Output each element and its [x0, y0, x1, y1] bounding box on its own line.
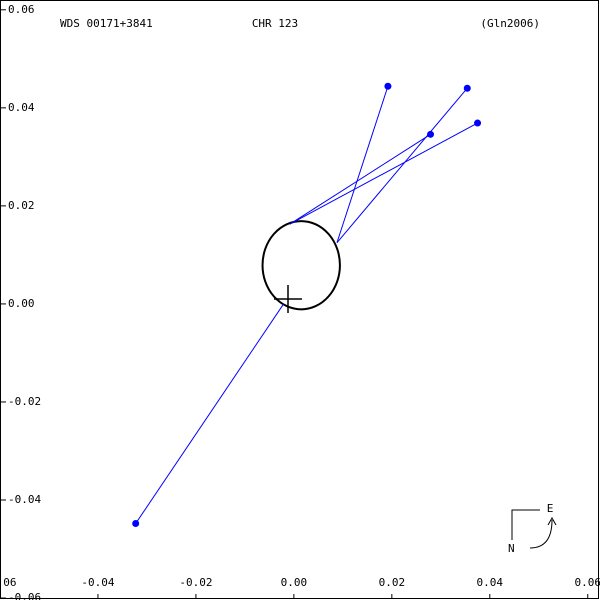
residual-line: [336, 87, 468, 243]
observation-point: [463, 84, 471, 92]
header-right: (Gln2006): [480, 17, 540, 30]
y-tick-label: -0.06: [8, 591, 41, 600]
orbit: [261, 220, 341, 311]
compass-east: E: [547, 502, 554, 515]
compass-arrowhead: [547, 516, 557, 526]
observation-point: [384, 82, 392, 90]
x-tick-label: -0.02: [179, 576, 212, 589]
y-tick-label: -0.02: [8, 395, 41, 408]
y-tick-label: 0.00: [8, 297, 35, 310]
x-tick-label: 0.02: [379, 576, 406, 589]
header-left: WDS 00171+3841: [60, 17, 153, 30]
x-tick-label: -0.04: [81, 576, 114, 589]
y-tick-label: 0.04: [8, 101, 35, 114]
residual-line: [135, 303, 285, 524]
x-tick-label: 0.06: [575, 576, 600, 589]
header-center: CHR 123: [252, 17, 298, 30]
x-tick-label: 0.00: [281, 576, 308, 589]
compass: [511, 509, 557, 549]
observation-point: [474, 119, 482, 127]
residual-line: [336, 86, 389, 243]
y-tick-label: 0.06: [8, 3, 35, 16]
y-tick-label: -0.04: [8, 493, 41, 506]
observation-point: [427, 130, 435, 138]
origin-cross: [274, 285, 302, 313]
residual-line: [289, 133, 431, 225]
residual-line: [289, 122, 478, 225]
observation-point: [132, 520, 140, 528]
y-tick-label: 0.02: [8, 199, 35, 212]
compass-arrow: [529, 519, 553, 549]
x-tick-label: 0.04: [477, 576, 504, 589]
x-tick-label: -0.06: [0, 576, 17, 589]
compass-north: N: [508, 542, 515, 555]
compass-axes: [511, 509, 540, 540]
